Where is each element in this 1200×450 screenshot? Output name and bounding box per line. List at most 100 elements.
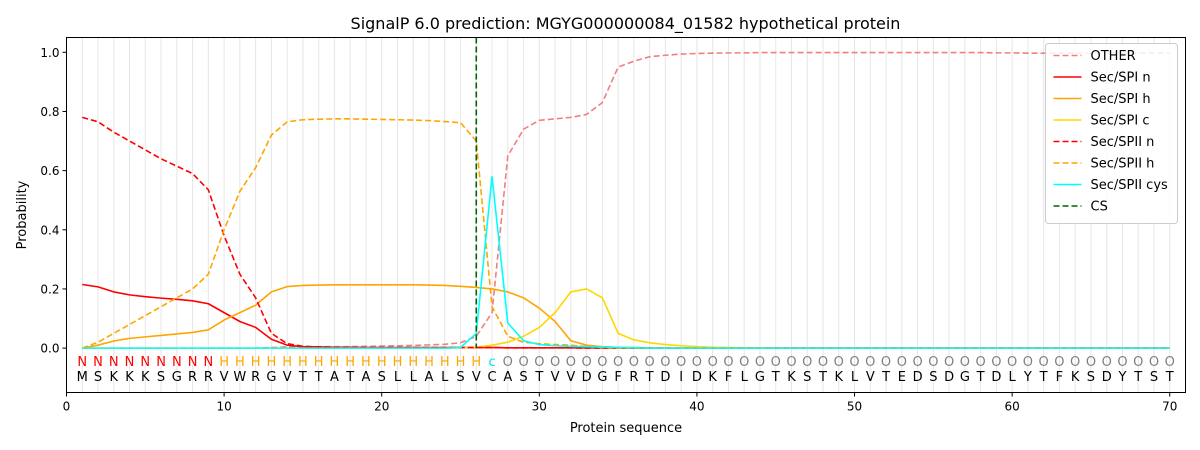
residue-label: V: [566, 370, 575, 385]
region-label: O: [802, 355, 812, 370]
series-line-sec-spii-h: [81, 118, 1170, 349]
region-label: O: [881, 355, 891, 370]
region-label: O: [771, 355, 781, 370]
y-tick-label: 0.2: [40, 282, 59, 296]
residue-label: T: [1133, 370, 1142, 385]
residue-label: Y: [1023, 370, 1032, 385]
y-tick-label: 0.4: [40, 223, 59, 237]
region-label: O: [834, 355, 844, 370]
residue-label: K: [835, 370, 844, 385]
residue-label: R: [188, 370, 197, 385]
region-label: H: [471, 355, 481, 370]
region-label: O: [708, 355, 718, 370]
region-label: O: [629, 355, 639, 370]
x-tick-label: 20: [374, 400, 389, 414]
region-label: H: [345, 355, 355, 370]
series-line-sec-spii-n: [82, 116, 1170, 349]
residue-label: K: [787, 370, 796, 385]
residue-label: S: [456, 370, 464, 385]
residue-label: D: [991, 370, 1001, 385]
x-tick-label: 50: [847, 400, 862, 414]
y-tick-label: 0.6: [40, 164, 59, 178]
residue-label: F: [1056, 370, 1063, 385]
region-label: O: [518, 355, 528, 370]
x-tick-label: 10: [216, 400, 231, 414]
region-label: O: [1070, 355, 1080, 370]
sequence-labels: MNSNKNKNKNSNGNRNRNVHWHRHGHVHTHTHAHTHAHSH…: [77, 355, 1175, 385]
region-label: c: [488, 355, 495, 370]
region-label: O: [975, 355, 985, 370]
region-label: N: [156, 355, 166, 370]
residue-label: K: [708, 370, 717, 385]
region-label: O: [723, 355, 733, 370]
region-label: O: [597, 355, 607, 370]
region-label: O: [1007, 355, 1017, 370]
legend-label: Sec/SPII cys: [1091, 178, 1169, 193]
region-label: H: [219, 355, 229, 370]
residue-label: A: [503, 370, 512, 385]
residue-label: G: [172, 370, 182, 385]
series-line-other: [82, 51, 1170, 349]
x-axis-ticks: 0 10 20 30 40 50 60 70: [63, 392, 1177, 414]
residue-label: E: [898, 370, 906, 385]
x-tick-label: 0: [63, 400, 71, 414]
region-label: H: [377, 355, 387, 370]
region-label: O: [550, 355, 560, 370]
residue-label: V: [472, 370, 481, 385]
residue-label: S: [929, 370, 937, 385]
residue-label: Y: [1117, 370, 1126, 385]
region-label: H: [298, 355, 308, 370]
region-label: H: [266, 355, 276, 370]
x-tick-label: 60: [1004, 400, 1019, 414]
residue-label: L: [394, 370, 402, 385]
residue-label: D: [660, 370, 670, 385]
residue-label: V: [866, 370, 875, 385]
legend-label: Sec/SPII h: [1091, 157, 1155, 172]
plot-frame: [66, 37, 1186, 393]
residue-label: V: [551, 370, 560, 385]
region-label: N: [93, 355, 103, 370]
region-label: H: [393, 355, 403, 370]
residue-label: D: [944, 370, 954, 385]
series-layer: [81, 51, 1170, 349]
region-label: O: [739, 355, 749, 370]
region-label: O: [960, 355, 970, 370]
residue-label: T: [818, 370, 827, 385]
series-line-sec-spi-c: [82, 288, 1170, 349]
region-label: N: [188, 355, 198, 370]
region-label: H: [251, 355, 261, 370]
region-label: O: [928, 355, 938, 370]
region-label: O: [944, 355, 954, 370]
residue-label: R: [629, 370, 638, 385]
region-label: O: [566, 355, 576, 370]
residue-label: D: [913, 370, 923, 385]
residue-label: V: [283, 370, 292, 385]
residue-label: L: [441, 370, 449, 385]
residue-label: K: [125, 370, 134, 385]
region-label: O: [1133, 355, 1143, 370]
region-label: N: [203, 355, 213, 370]
region-label: N: [172, 355, 182, 370]
region-label: H: [424, 355, 434, 370]
region-label: O: [676, 355, 686, 370]
residue-label: L: [741, 370, 749, 385]
series-line-sec-spi-n: [82, 283, 1170, 349]
x-tick-label: 40: [689, 400, 704, 414]
residue-label: K: [141, 370, 150, 385]
region-label: O: [613, 355, 623, 370]
series-line-sec-spii-cys: [82, 175, 1170, 349]
legend-label: OTHER: [1091, 49, 1136, 64]
residue-label: T: [1165, 370, 1174, 385]
legend-label: Sec/SPII n: [1091, 135, 1155, 150]
vertical-gridlines: [81, 37, 1171, 393]
residue-label: T: [771, 370, 780, 385]
y-axis-label: Probability: [15, 180, 30, 249]
region-label: N: [125, 355, 135, 370]
region-label: O: [1117, 355, 1127, 370]
residue-label: L: [851, 370, 859, 385]
region-label: H: [282, 355, 292, 370]
residue-label: T: [345, 370, 354, 385]
y-axis-ticks: 0.0 0.2 0.4 0.6 0.8 1.0: [40, 46, 67, 356]
residue-label: S: [157, 370, 165, 385]
